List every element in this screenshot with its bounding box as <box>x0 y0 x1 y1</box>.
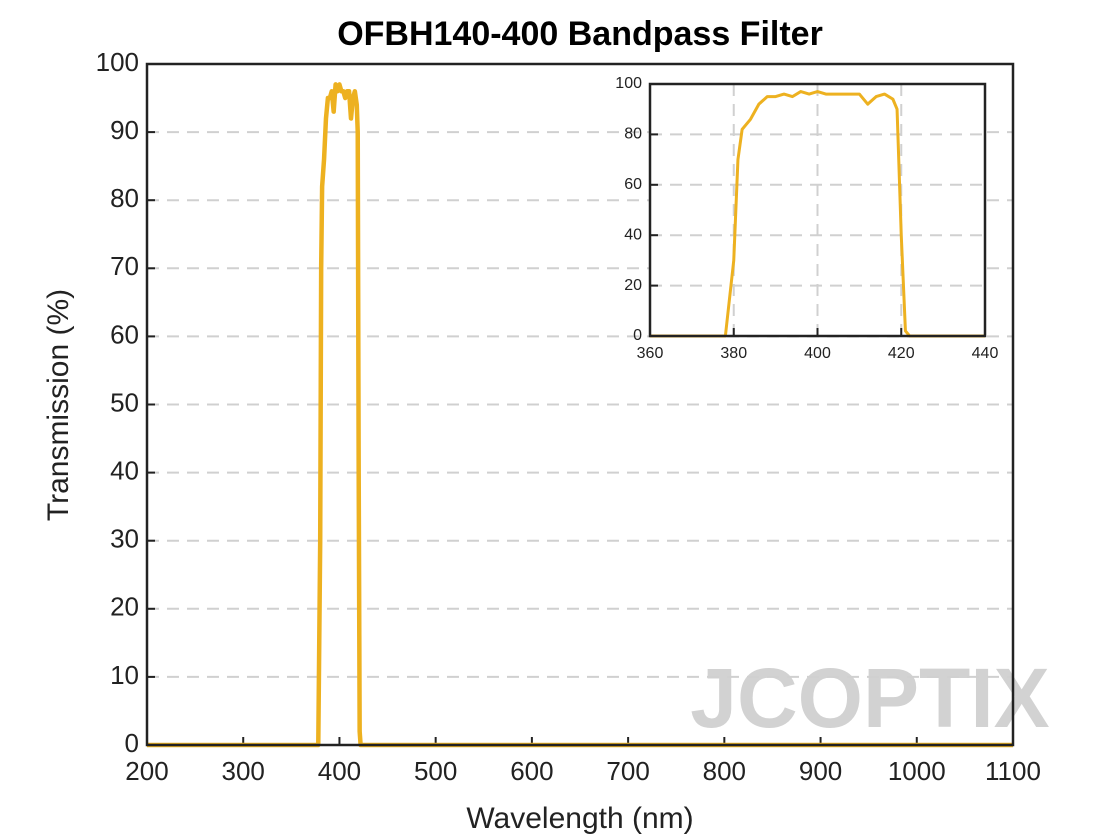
chart-title: OFBH140-400 Bandpass Filter <box>337 15 823 53</box>
x-tick-label: 1000 <box>888 756 946 786</box>
x-tick-label: 700 <box>606 756 649 786</box>
x-tick-label: 800 <box>703 756 746 786</box>
y-tick-label: 0 <box>633 327 642 344</box>
x-tick-label: 1100 <box>985 756 1041 786</box>
y-tick-label: 60 <box>110 319 139 349</box>
x-tick-label: 200 <box>125 756 168 786</box>
x-tick-label: 900 <box>799 756 842 786</box>
y-tick-label: 100 <box>96 47 139 77</box>
y-tick-label: 40 <box>624 226 642 243</box>
y-tick-label: 40 <box>110 455 139 485</box>
y-tick-label: 60 <box>624 176 642 193</box>
data-line <box>650 90 985 338</box>
x-tick-label: 400 <box>318 756 361 786</box>
x-tick-label: 400 <box>804 345 831 362</box>
x-tick-label: 360 <box>637 345 664 362</box>
y-tick-label: 20 <box>110 592 139 622</box>
watermark: JCOPTIX <box>690 651 1049 745</box>
x-tick-label: 300 <box>222 756 265 786</box>
data-line <box>147 82 1013 748</box>
y-tick-label: 50 <box>110 387 139 417</box>
plot-frame <box>648 82 987 338</box>
y-tick-label: 10 <box>110 660 139 690</box>
y-tick-label: 70 <box>110 251 139 281</box>
x-tick-label: 440 <box>972 345 999 362</box>
y-tick-label: 90 <box>110 115 139 145</box>
y-axis-label: Transmission (%) <box>42 289 75 521</box>
x-axis-label: Wavelength (nm) <box>466 802 693 835</box>
x-tick-label: 380 <box>720 345 747 362</box>
x-tick-label: 420 <box>888 345 915 362</box>
y-tick-label: 0 <box>125 728 139 758</box>
x-tick-label: 600 <box>510 756 553 786</box>
y-tick-label: 100 <box>615 75 642 92</box>
y-tick-label: 80 <box>110 183 139 213</box>
y-tick-label: 20 <box>624 277 642 294</box>
y-tick-label: 30 <box>110 524 139 554</box>
y-tick-label: 80 <box>624 126 642 143</box>
x-tick-label: 500 <box>414 756 457 786</box>
plot-frame <box>145 62 1015 747</box>
